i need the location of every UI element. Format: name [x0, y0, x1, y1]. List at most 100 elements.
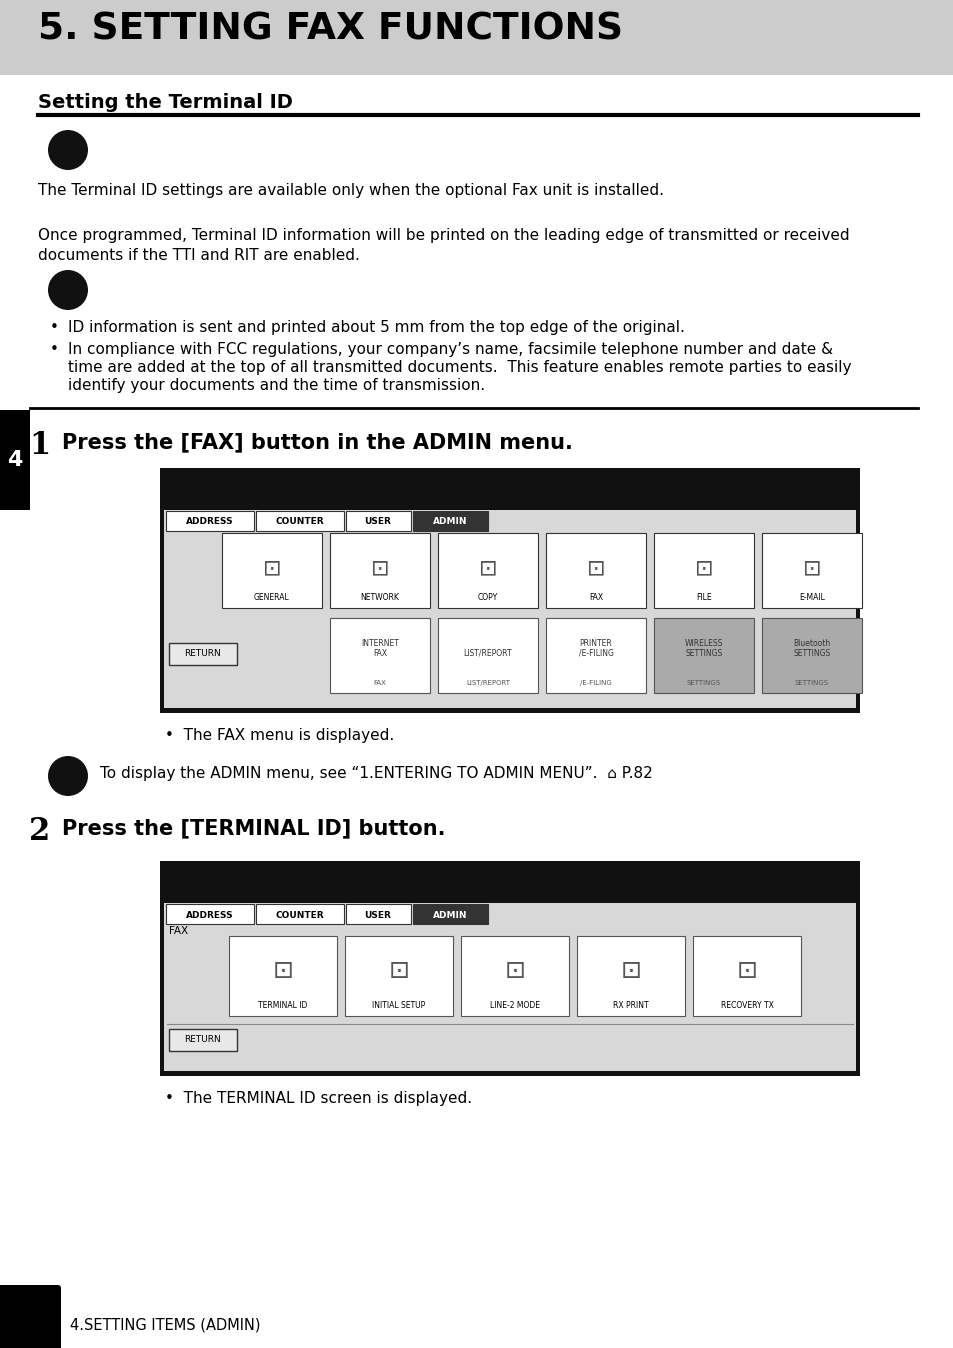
Text: COUNTER: COUNTER — [275, 518, 324, 527]
Text: E-MAIL: E-MAIL — [799, 593, 824, 603]
Text: SETTINGS: SETTINGS — [686, 679, 720, 686]
Text: INITIAL SETUP: INITIAL SETUP — [372, 1000, 425, 1010]
Text: NETWORK: NETWORK — [360, 593, 399, 603]
Text: time are added at the top of all transmitted documents.  This feature enables re: time are added at the top of all transmi… — [68, 360, 851, 375]
Text: ⊡: ⊡ — [586, 558, 604, 578]
Bar — [164, 921, 855, 1072]
Text: COUNTER: COUNTER — [275, 910, 324, 919]
Bar — [577, 936, 684, 1016]
Bar — [330, 532, 430, 608]
Text: Once programmed, Terminal ID information will be printed on the leading edge of : Once programmed, Terminal ID information… — [38, 228, 849, 243]
Bar — [164, 510, 855, 532]
Text: FAX: FAX — [373, 648, 387, 658]
Text: TERMINAL ID: TERMINAL ID — [258, 1000, 308, 1010]
Text: 2: 2 — [30, 816, 51, 847]
Text: 4: 4 — [8, 450, 23, 470]
Circle shape — [48, 129, 88, 170]
Bar — [222, 532, 322, 608]
Text: 4.SETTING ITEMS (ADMIN): 4.SETTING ITEMS (ADMIN) — [70, 1317, 260, 1333]
Text: ⊡: ⊡ — [371, 558, 389, 578]
Text: Press the [FAX] button in the ADMIN menu.: Press the [FAX] button in the ADMIN menu… — [62, 431, 572, 452]
Bar — [166, 905, 253, 923]
Text: RETURN: RETURN — [185, 1035, 221, 1045]
Bar — [437, 532, 537, 608]
Text: Press the [TERMINAL ID] button.: Press the [TERMINAL ID] button. — [62, 818, 445, 838]
Text: Setting the Terminal ID: Setting the Terminal ID — [38, 93, 293, 112]
Text: ⊡: ⊡ — [736, 958, 757, 983]
Text: Note: Note — [51, 143, 85, 156]
Text: documents if the TTI and RIT are enabled.: documents if the TTI and RIT are enabled… — [38, 248, 359, 263]
Text: /E-FILING: /E-FILING — [579, 679, 611, 686]
Text: FAX: FAX — [169, 926, 188, 936]
Text: USER: USER — [364, 910, 391, 919]
Bar — [692, 936, 801, 1016]
Text: FILE: FILE — [696, 593, 711, 603]
Text: •: • — [50, 342, 59, 357]
Bar — [169, 1029, 236, 1051]
Text: •: • — [50, 319, 59, 336]
Bar — [229, 936, 336, 1016]
Text: LIST/REPORT: LIST/REPORT — [465, 679, 510, 686]
Bar — [761, 617, 862, 693]
Bar — [160, 468, 859, 713]
Bar — [164, 528, 855, 708]
Text: RETURN: RETURN — [185, 650, 221, 659]
Text: In compliance with FCC regulations, your company’s name, facsimile telephone num: In compliance with FCC regulations, your… — [68, 342, 832, 357]
Bar — [0, 410, 30, 510]
Text: SETTINGS: SETTINGS — [684, 648, 721, 658]
Bar — [255, 905, 344, 923]
Text: •  The FAX menu is displayed.: • The FAX menu is displayed. — [165, 728, 394, 743]
Text: ⊡: ⊡ — [504, 958, 525, 983]
Text: INTERNET: INTERNET — [360, 639, 398, 647]
Bar — [654, 532, 753, 608]
Text: Tips: Tips — [53, 283, 82, 297]
Text: 1: 1 — [30, 430, 51, 461]
Bar — [545, 532, 645, 608]
Bar — [345, 936, 453, 1016]
Text: ⊡: ⊡ — [273, 958, 294, 983]
Bar — [0, 0, 953, 75]
Text: GENERAL: GENERAL — [253, 593, 290, 603]
Bar — [160, 861, 859, 1076]
Text: RECOVERY TX: RECOVERY TX — [720, 1000, 773, 1010]
Text: SETTINGS: SETTINGS — [794, 679, 828, 686]
Text: ADMIN: ADMIN — [433, 910, 467, 919]
FancyBboxPatch shape — [0, 1285, 61, 1348]
Text: ID information is sent and printed about 5 mm from the top edge of the original.: ID information is sent and printed about… — [68, 319, 684, 336]
Bar — [460, 936, 568, 1016]
Bar — [545, 617, 645, 693]
Bar — [437, 617, 537, 693]
Text: ADDRESS: ADDRESS — [186, 910, 233, 919]
Text: Tip: Tip — [57, 770, 79, 782]
Text: RX PRINT: RX PRINT — [613, 1000, 648, 1010]
Circle shape — [48, 756, 88, 797]
Text: FAX: FAX — [374, 679, 386, 686]
Bar — [255, 511, 344, 531]
Text: 5. SETTING FAX FUNCTIONS: 5. SETTING FAX FUNCTIONS — [38, 12, 622, 49]
Text: The Terminal ID settings are available only when the optional Fax unit is instal: The Terminal ID settings are available o… — [38, 183, 663, 198]
Text: USER: USER — [364, 518, 391, 527]
Text: identify your documents and the time of transmission.: identify your documents and the time of … — [68, 377, 485, 394]
Bar — [346, 511, 411, 531]
Text: LIST/REPORT: LIST/REPORT — [463, 648, 512, 658]
Bar — [761, 532, 862, 608]
Text: ⊡: ⊡ — [619, 958, 640, 983]
Text: ⊡: ⊡ — [801, 558, 821, 578]
Text: LINE-2 MODE: LINE-2 MODE — [490, 1000, 539, 1010]
Text: /E-FILING: /E-FILING — [578, 648, 613, 658]
Bar — [413, 511, 488, 531]
Text: ⊡: ⊡ — [694, 558, 713, 578]
Circle shape — [48, 270, 88, 310]
Text: ADDRESS: ADDRESS — [186, 518, 233, 527]
Text: ⊡: ⊡ — [388, 958, 409, 983]
Text: COPY: COPY — [477, 593, 497, 603]
Bar — [166, 511, 253, 531]
Text: 122: 122 — [9, 1316, 50, 1335]
Text: ⊡: ⊡ — [262, 558, 281, 578]
Text: WIRELESS: WIRELESS — [684, 639, 722, 647]
Bar — [169, 643, 236, 665]
Text: Bluetooth: Bluetooth — [793, 639, 830, 647]
Bar — [654, 617, 753, 693]
Text: FAX: FAX — [588, 593, 602, 603]
Text: To display the ADMIN menu, see “1.ENTERING TO ADMIN MENU”.  ⌂ P.82: To display the ADMIN menu, see “1.ENTERI… — [100, 766, 652, 780]
